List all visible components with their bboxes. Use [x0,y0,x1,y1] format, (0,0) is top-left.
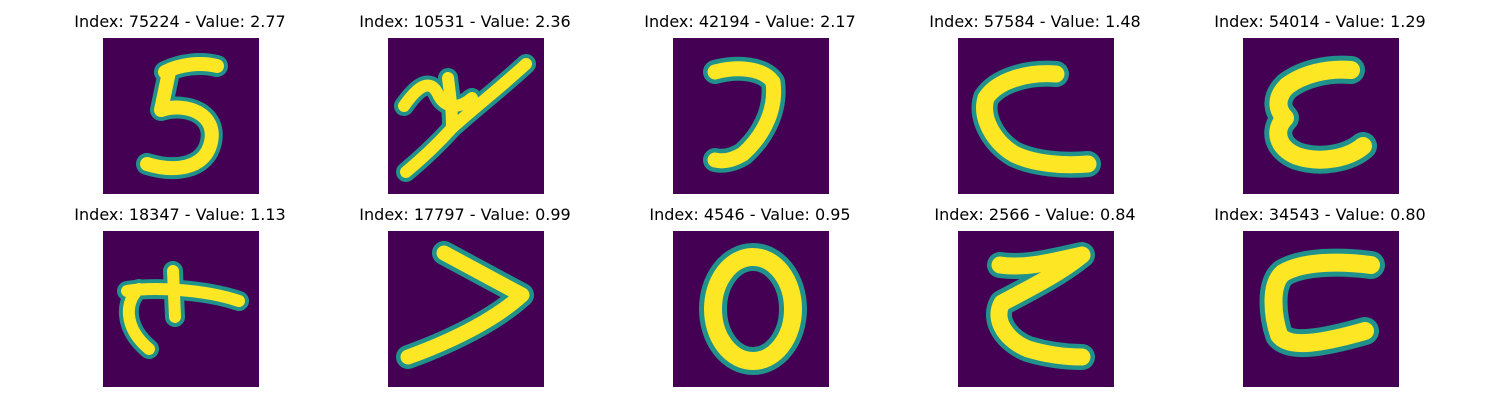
handwritten-glyph-image [1243,38,1399,194]
handwritten-glyph-image [103,231,259,387]
panel-title: Index: 2566 - Value: 0.84 [934,205,1136,224]
panel-title: Index: 57584 - Value: 1.48 [929,12,1141,31]
panel-title: Index: 75224 - Value: 2.77 [74,12,286,31]
handwritten-glyph-image [673,231,829,387]
panel-title: Index: 18347 - Value: 1.13 [74,205,286,224]
handwritten-glyph-image [103,38,259,194]
panel-title: Index: 10531 - Value: 2.36 [359,12,571,31]
handwritten-glyph-image [958,231,1114,387]
handwritten-glyph-image [388,38,544,194]
panel-title: Index: 4546 - Value: 0.95 [649,205,851,224]
panel-title: Index: 42194 - Value: 2.17 [644,12,856,31]
handwritten-glyph-image [1243,231,1399,387]
panel-title: Index: 17797 - Value: 0.99 [359,205,571,224]
panel-title: Index: 54014 - Value: 1.29 [1214,12,1426,31]
panel-title: Index: 34543 - Value: 0.80 [1214,205,1426,224]
handwritten-glyph-image [388,231,544,387]
handwritten-glyph-image [958,38,1114,194]
handwritten-glyph-image [673,38,829,194]
